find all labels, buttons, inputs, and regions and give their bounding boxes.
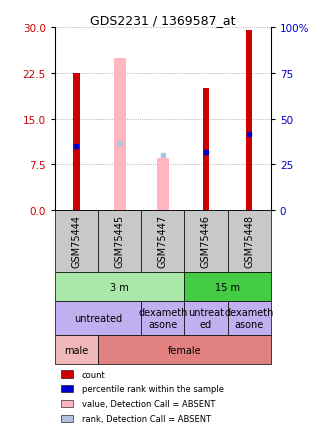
Bar — [55, 272, 184, 302]
Bar — [184, 210, 228, 272]
Bar — [203, 89, 209, 210]
Text: GSM75445: GSM75445 — [115, 215, 125, 268]
Text: GSM75447: GSM75447 — [158, 215, 168, 268]
Bar — [61, 385, 73, 393]
Text: count: count — [82, 370, 105, 379]
Bar — [55, 335, 98, 365]
Text: untreated: untreated — [74, 313, 122, 323]
Text: dexameth
asone: dexameth asone — [224, 308, 274, 329]
Text: 3 m: 3 m — [110, 282, 129, 292]
Title: GDS2231 / 1369587_at: GDS2231 / 1369587_at — [90, 14, 235, 27]
Text: GSM75444: GSM75444 — [71, 215, 81, 268]
Text: female: female — [167, 345, 201, 355]
Bar — [61, 371, 73, 378]
Bar — [184, 272, 271, 302]
Text: rank, Detection Call = ABSENT: rank, Detection Call = ABSENT — [82, 414, 211, 423]
Bar — [73, 74, 80, 210]
Bar — [98, 210, 141, 272]
Text: untreat
ed: untreat ed — [188, 308, 224, 329]
Bar — [228, 210, 271, 272]
Text: 15 m: 15 m — [215, 282, 240, 292]
Text: GSM75448: GSM75448 — [244, 215, 254, 268]
Bar — [228, 302, 271, 335]
Text: value, Detection Call = ABSENT: value, Detection Call = ABSENT — [82, 399, 215, 408]
Bar — [98, 335, 271, 365]
Bar — [55, 302, 141, 335]
Bar — [141, 210, 184, 272]
Text: male: male — [64, 345, 89, 355]
Text: percentile rank within the sample: percentile rank within the sample — [82, 384, 224, 393]
Bar — [246, 31, 253, 210]
Text: GSM75446: GSM75446 — [201, 215, 211, 268]
Bar — [61, 415, 73, 423]
Text: dexameth
asone: dexameth asone — [138, 308, 187, 329]
Bar — [141, 302, 184, 335]
Bar — [61, 400, 73, 408]
Bar — [114, 59, 126, 210]
Bar — [55, 210, 98, 272]
Bar — [157, 159, 169, 210]
Bar — [184, 302, 228, 335]
